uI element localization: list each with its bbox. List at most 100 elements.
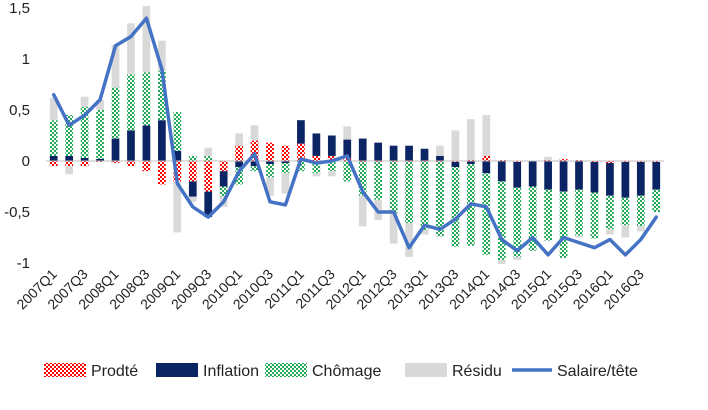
bar-inflation-2009Q2	[189, 181, 197, 196]
bar-inflation-2014Q1	[482, 161, 490, 173]
bar-chomage-2012Q3	[390, 162, 398, 213]
bar-inflation-2008Q4	[158, 120, 166, 161]
bar-prodte-2009Q3	[204, 161, 212, 192]
bar-chomage-2008Q1	[112, 88, 120, 139]
bar-residu-2007Q2	[65, 166, 73, 174]
bar-chomage-2015Q2	[560, 192, 568, 258]
y-tick-label: -0,5	[4, 204, 30, 221]
legend-label-salaire-tete: Salaire/tête	[557, 363, 638, 380]
bar-residu-2016Q3	[637, 226, 645, 231]
bar-residu-2010Q1	[235, 133, 243, 145]
bar-chomage-2016Q4	[652, 190, 660, 212]
bar-chomage-2010Q3	[266, 164, 274, 177]
bar-chomage-2012Q4	[405, 162, 413, 223]
bar-residu-2015Q1	[544, 157, 552, 160]
y-tick-label: -1	[17, 255, 30, 272]
x-tick-labels: 2007Q12007Q32008Q12008Q32009Q12009Q32010…	[13, 266, 647, 313]
bar-residu-2011Q3	[328, 171, 336, 176]
y-tick-labels: -1 -0,5 0 0,5 1 1,5	[4, 0, 30, 272]
bar-chomage-2016Q3	[637, 196, 645, 227]
bar-residu-2012Q1	[359, 196, 367, 227]
bar-prodte-2011Q2	[313, 156, 321, 161]
bar-inflation-2016Q3	[637, 162, 645, 196]
bar-inflation-2011Q3	[328, 136, 336, 156]
bar-prodte-2008Q4	[158, 161, 166, 184]
legend-label-chomage: Chômage	[312, 363, 381, 380]
bar-prodte-2014Q1	[482, 156, 490, 161]
bar-inflation-2007Q2	[65, 156, 73, 161]
legend-swatch-inflation	[156, 363, 198, 377]
bar-inflation-2015Q3	[575, 161, 583, 190]
bar-chomage-2010Q4	[282, 163, 290, 173]
bars-layer	[50, 6, 660, 264]
bar-residu-2007Q3	[81, 97, 89, 107]
bar-inflation-2012Q4	[405, 146, 413, 161]
y-tick-label: 1	[22, 51, 30, 68]
bar-prodte-2007Q3	[81, 161, 89, 166]
bar-prodte-2010Q4	[282, 146, 290, 161]
bar-inflation-2013Q2	[436, 156, 444, 161]
bar-chomage-2013Q3	[452, 167, 460, 247]
bar-prodte-2009Q2	[189, 161, 197, 181]
bar-residu-2015Q3	[575, 235, 583, 237]
bar-chomage-2008Q3	[143, 72, 151, 125]
bar-chomage-2015Q4	[591, 193, 599, 239]
bar-prodte-2010Q3	[266, 143, 274, 161]
bar-inflation-2015Q4	[591, 162, 599, 193]
bar-inflation-2013Q1	[421, 149, 429, 161]
bar-residu-2014Q2	[498, 260, 506, 264]
bar-residu-2016Q2	[622, 225, 630, 237]
bar-inflation-2008Q2	[127, 130, 135, 161]
bar-inflation-2012Q3	[390, 146, 398, 161]
bar-inflation-2015Q2	[560, 161, 568, 192]
legend-label-prodte: Prodté	[91, 363, 138, 380]
y-tick-label: 0	[22, 153, 30, 170]
bar-chomage-2009Q3	[204, 156, 212, 161]
bar-inflation-2012Q1	[359, 139, 367, 161]
bar-residu-2013Q3	[452, 130, 460, 161]
bar-residu-2009Q3	[204, 148, 212, 156]
bar-inflation-2011Q2	[313, 133, 321, 155]
legend: Prodté Inflation Chômage Résidu Salaire/tête	[44, 363, 638, 380]
bar-chomage-2016Q2	[622, 198, 630, 226]
bar-inflation-2009Q4	[220, 171, 228, 186]
bar-prodte-2010Q1	[235, 146, 243, 161]
bar-inflation-2016Q1	[606, 163, 614, 196]
legend-label-inflation: Inflation	[203, 363, 259, 380]
bar-chomage-2007Q4	[96, 110, 104, 159]
bar-chomage-2009Q1	[173, 112, 181, 151]
bar-chomage-2014Q2	[498, 181, 506, 260]
bar-residu-2016Q1	[606, 229, 614, 234]
bar-residu-2013Q4	[467, 119, 475, 160]
bar-inflation-2008Q3	[143, 125, 151, 161]
bar-prodte-2009Q4	[220, 161, 228, 171]
bar-inflation-2014Q2	[498, 161, 506, 181]
bar-chomage-2009Q2	[189, 156, 197, 161]
bar-residu-2008Q3	[143, 6, 151, 72]
bar-prodte-2007Q1	[50, 161, 58, 166]
y-tick-label: 0,5	[9, 102, 30, 119]
bar-inflation-2015Q1	[544, 161, 552, 190]
bar-chomage-2007Q1	[50, 120, 58, 156]
bar-chomage-2013Q2	[436, 162, 444, 236]
legend-swatch-residu	[405, 363, 447, 377]
y-tick-label: 1,5	[9, 0, 30, 17]
legend-label-residu: Résidu	[452, 363, 502, 380]
bar-chomage-2016Q1	[606, 196, 614, 230]
bar-residu-2014Q3	[513, 257, 521, 260]
bar-prodte-2008Q2	[127, 161, 135, 166]
bar-inflation-2012Q2	[374, 143, 382, 161]
bar-prodte-2007Q2	[65, 161, 73, 166]
bar-inflation-2016Q2	[622, 162, 630, 198]
legend-swatch-chomage	[265, 363, 307, 377]
legend-swatch-prodte	[44, 363, 86, 377]
bar-chomage-2008Q2	[127, 74, 135, 130]
bar-inflation-2016Q4	[652, 162, 660, 190]
bar-inflation-2014Q3	[513, 162, 521, 188]
bar-chomage-2012Q2	[374, 162, 382, 200]
bar-residu-2014Q1	[482, 115, 490, 156]
bar-inflation-2011Q1	[297, 120, 305, 143]
bar-inflation-2007Q1	[50, 156, 58, 161]
bar-chomage-2015Q3	[575, 190, 583, 236]
